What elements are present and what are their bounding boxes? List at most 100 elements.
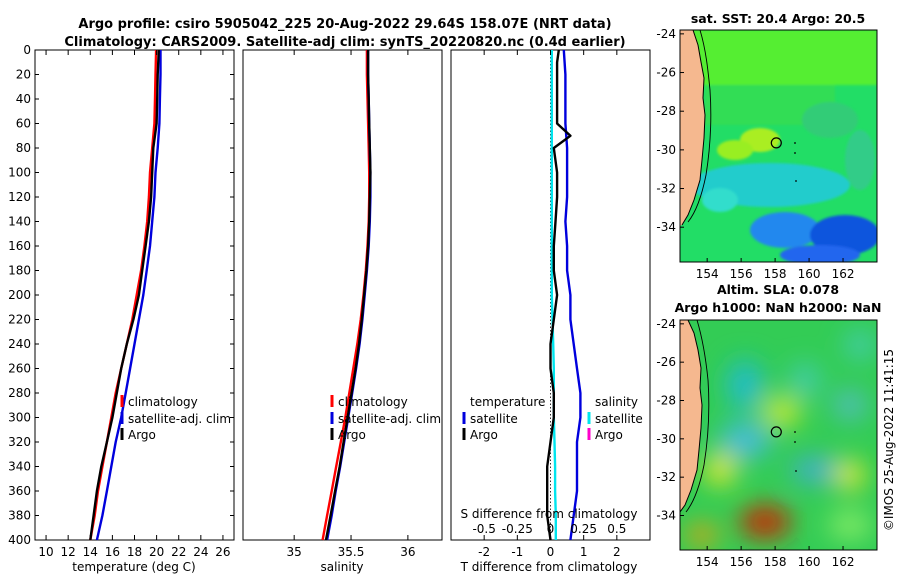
- map-x-tick-label: 160: [798, 267, 821, 281]
- x-tick-label: 14: [83, 545, 98, 559]
- sla-high-1: [764, 398, 800, 426]
- float-dot: [794, 431, 796, 433]
- series-line-salinity-satellite: [550, 50, 557, 540]
- title-line-1: Argo profile: csiro 5905042_225 20-Aug-2…: [78, 17, 611, 32]
- map-x-tick-label: 154: [696, 267, 719, 281]
- y-tick-label: 120: [8, 190, 31, 204]
- map-x-tick-label: 156: [730, 267, 753, 281]
- temperature-ticks: 10 12 14 16 18 20 22 24 26: [38, 50, 231, 559]
- y-tick-label: 260: [8, 362, 31, 376]
- map-x-tick-label: 160: [798, 555, 821, 569]
- title-line-2: Climatology: CARS2009. Satellite-adj cli…: [64, 35, 625, 50]
- salinity-legend: climatology satellite-adj. clim Argo: [330, 395, 441, 442]
- s-difference-xlabel: S difference from climatology: [461, 507, 638, 521]
- series-line-temperature-Argo: [546, 49, 572, 541]
- map-x-tick-label: 154: [696, 555, 719, 569]
- sla-high-3: [705, 455, 735, 485]
- map-y-tick-label: -26: [656, 66, 676, 80]
- s-diff-tick-label: 0: [547, 522, 555, 536]
- y-tick-label: 200: [8, 288, 31, 302]
- legend-title-salinity: salinity: [595, 395, 638, 409]
- y-tick-label: 40: [16, 92, 31, 106]
- depth-contour: [685, 320, 710, 513]
- difference-series-group: [546, 49, 582, 541]
- difference-legend: temperature satellite Argo salinity sate…: [462, 395, 643, 442]
- map-y-tick-label: -26: [656, 355, 676, 369]
- legend-label-s-argo: Argo: [595, 428, 623, 442]
- temperature-legend: climatology satellite-adj. clim Argo: [120, 395, 231, 442]
- t-diff-tick-label: 0: [547, 545, 555, 559]
- sla-high-4: [739, 506, 791, 538]
- sst-cold-southeast: [810, 215, 877, 255]
- map-y-tick-label: -30: [656, 432, 676, 446]
- x-tick-label: 22: [171, 545, 186, 559]
- legend-label-t-argo: Argo: [470, 428, 498, 442]
- legend-label-argo: Argo: [338, 428, 366, 442]
- imos-credit: ©IMOS 25-Aug-2022 11:41:15: [882, 349, 896, 531]
- y-tick-label: 300: [8, 411, 31, 425]
- sla-low-6: [791, 458, 839, 482]
- temperature-xlabel: temperature (deg C): [72, 560, 195, 574]
- y-tick-label: 240: [8, 337, 31, 351]
- sla-low-1: [727, 360, 763, 410]
- legend-label-climatology: climatology: [128, 395, 198, 409]
- map-y-tick-label: -28: [656, 104, 676, 118]
- y-tick-label: 80: [16, 141, 31, 155]
- temperature-panel: 10 12 14 16 18 20 22 24 26 020406080100120140160…: [8, 43, 650, 574]
- sst-cold-south: [780, 245, 860, 262]
- float-dot: [794, 152, 796, 154]
- land-mass: [680, 30, 705, 226]
- sla-map-frame: [679, 319, 878, 551]
- t-diff-tick-label: 2: [613, 545, 621, 559]
- series-line-argo: [324, 50, 372, 541]
- sst-warm-north: [680, 30, 877, 85]
- y-tick-label: 340: [8, 460, 31, 474]
- salinity-ticks: 35 35.5 36: [287, 50, 416, 559]
- sst-east-edge: [845, 130, 875, 190]
- sst-warm-patch: [717, 140, 753, 160]
- legend-label-climatology: climatology: [338, 395, 408, 409]
- s-diff-tick-label: 0.25: [570, 522, 597, 536]
- sla-map-title-1: Altim. SLA: 0.078: [717, 282, 839, 297]
- sst-field: [680, 30, 877, 262]
- float-dot: [794, 441, 796, 443]
- t-diff-tick-label: -1: [511, 545, 523, 559]
- salinity-xlabel: salinity: [320, 560, 363, 574]
- map-y-tick-label: -34: [656, 509, 676, 523]
- y-tick-label: 100: [8, 166, 31, 180]
- map-y-tick-label: -34: [656, 220, 676, 234]
- y-tick-label: 20: [16, 68, 31, 82]
- x-tick-label: 35: [287, 545, 302, 559]
- x-tick-label: 10: [38, 545, 53, 559]
- x-tick-label: 26: [215, 545, 230, 559]
- map-y-tick-label: -32: [656, 182, 676, 196]
- depth-contour: [687, 30, 712, 223]
- sla-map-title-2: Argo h1000: NaN h2000: NaN: [675, 300, 882, 315]
- map-x-tick-label: 162: [832, 555, 855, 569]
- float-dot: [795, 180, 797, 182]
- legend-label-satellite: satellite-adj. clim: [338, 412, 441, 426]
- difference-ticks: -2 -1 0 1 2 -0.5 -0.25 0 0.25 0.5: [472, 50, 626, 559]
- legend-label-s-satellite: satellite: [595, 412, 643, 426]
- coastline: [681, 30, 706, 226]
- y-tick-label: 380: [8, 509, 31, 523]
- map-y-tick-label: -28: [656, 394, 676, 408]
- float-dot: [795, 470, 797, 472]
- s-diff-tick-label: -0.5: [472, 522, 495, 536]
- sla-low-5: [719, 422, 771, 458]
- t-diff-tick-label: -2: [478, 545, 490, 559]
- x-tick-label: 12: [61, 545, 76, 559]
- sla-mid-1: [828, 511, 872, 539]
- difference-panel: -2 -1 0 1 2 -0.5 -0.25 0 0.25 0.5 T difference fr…: [450, 49, 651, 574]
- sla-high-5: [686, 525, 718, 545]
- x-tick-label: 16: [105, 545, 120, 559]
- y-tick-label: 220: [8, 313, 31, 327]
- y-tick-label: 400: [8, 533, 31, 547]
- s-diff-tick-label: 0.5: [607, 522, 626, 536]
- series-line-argo: [89, 49, 160, 541]
- sst-map-frame: [679, 29, 878, 263]
- y-tick-label: 180: [8, 264, 31, 278]
- map-y-tick-label: -24: [656, 317, 676, 331]
- land-mass: [680, 320, 702, 512]
- x-tick-label: 18: [127, 545, 142, 559]
